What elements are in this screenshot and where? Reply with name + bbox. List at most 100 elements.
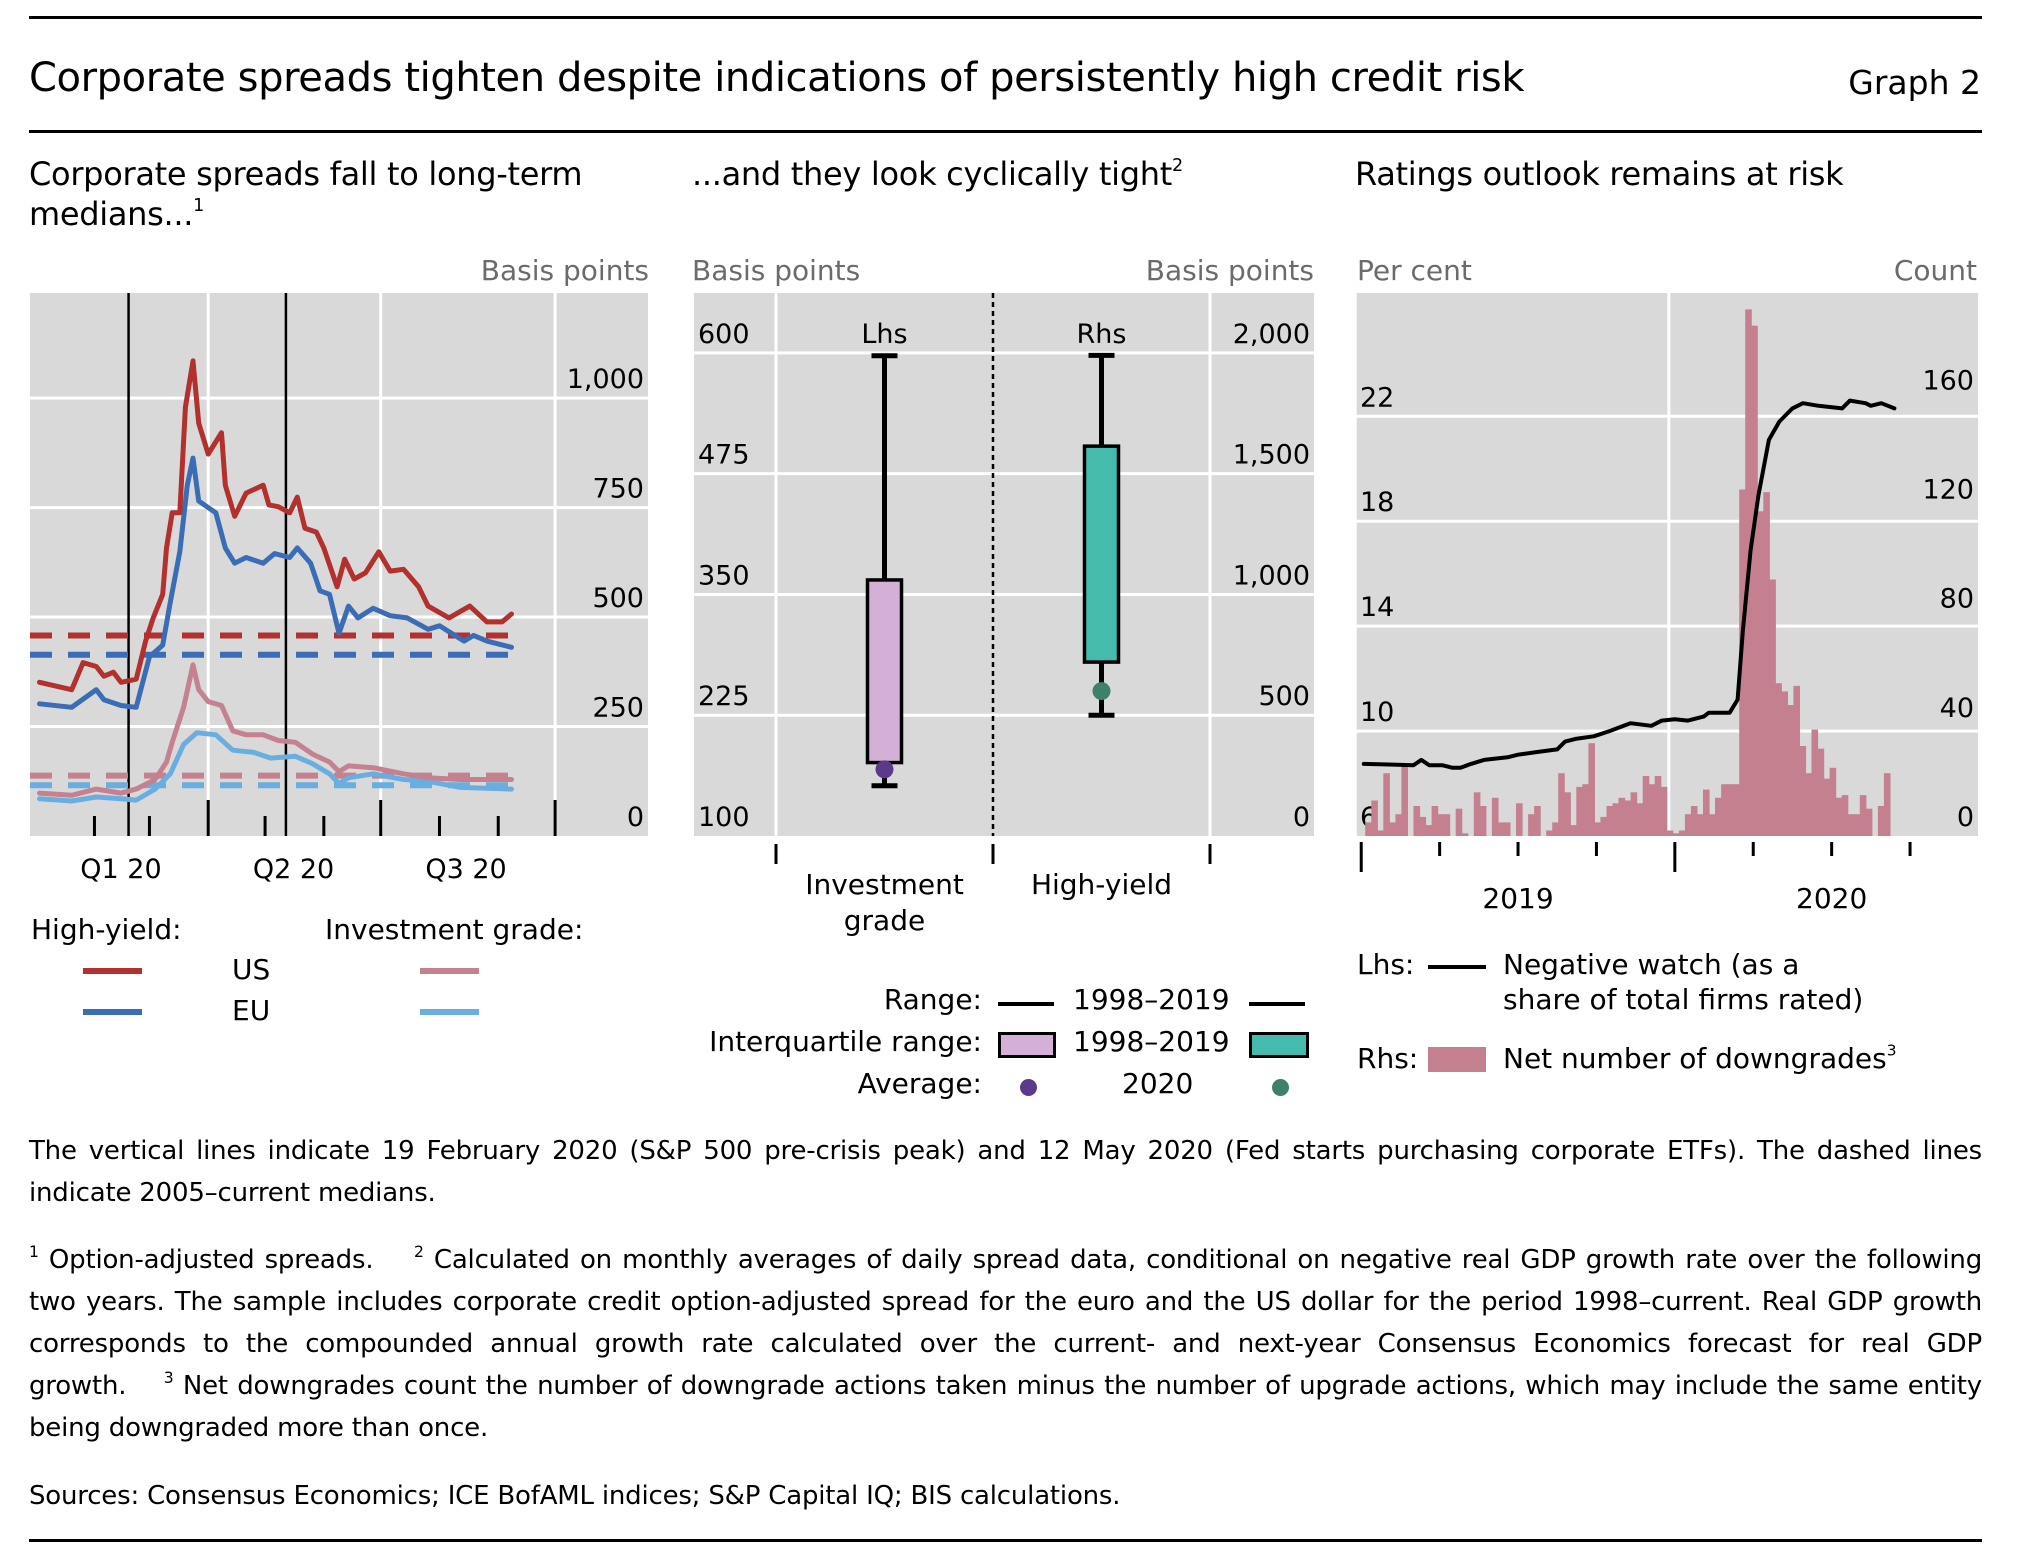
plot-background (30, 293, 648, 836)
downgrade-bar (1425, 825, 1433, 836)
footnote-mark-1: 1 (29, 1243, 39, 1262)
downgrade-bar (1709, 814, 1716, 836)
downgrade-bar (1847, 814, 1855, 836)
downgrade-bar (1787, 705, 1794, 836)
y-tick-label-right: 0 (1293, 802, 1310, 833)
downgrade-bar (1835, 797, 1843, 836)
downgrade-bar (1576, 786, 1583, 836)
legend-lhs-label: Lhs: (1357, 948, 1415, 981)
legend-range-period: 1998–2019 (1073, 983, 1230, 1016)
downgrade-bar (1606, 806, 1614, 836)
downgrade-bar (1582, 784, 1589, 836)
downgrade-bar (1666, 830, 1674, 836)
legend-negative-watch-text-1: Negative watch (as a (1503, 948, 1800, 981)
downgrade-bar (1739, 489, 1746, 836)
downgrade-bar (1612, 803, 1620, 836)
downgrade-bar (1660, 786, 1668, 836)
series-line-high-yield-us (37, 358, 514, 693)
downgrade-bar (1648, 784, 1656, 836)
legend-swatch-hy-eu (83, 1009, 142, 1015)
x-tick-label: Q2 20 (253, 854, 334, 885)
legend-swatch-ig-eu (420, 1009, 479, 1015)
y-tick-label-right: 0 (1957, 802, 1974, 833)
legend-iqr-box-hy (1249, 1032, 1309, 1058)
y-tick-label-right: 500 (1258, 681, 1310, 712)
downgrade-bar (1437, 814, 1445, 836)
downgrade-bar (1371, 800, 1378, 836)
downgrade-bar (1491, 797, 1499, 836)
downgrade-bar (1455, 808, 1463, 836)
downgrade-bar (1811, 729, 1819, 836)
footnote-1-text: Option-adjusted spreads. (48, 1245, 374, 1275)
middle-right-unit-label: Basis points (1145, 254, 1314, 287)
downgrade-bar (1588, 743, 1595, 836)
downgrade-bar (1841, 795, 1849, 836)
notes-footnotes: 1 Option-adjusted spreads. 2 Calculated … (29, 1239, 1982, 1449)
footnote-mark-2: 2 (413, 1243, 424, 1262)
right-right-unit-label: Count (1893, 254, 1977, 287)
downgrade-bar (1636, 803, 1644, 836)
downgrade-bar (1817, 748, 1825, 836)
top-rule (29, 16, 1982, 19)
legend-iqr-label: Interquartile range: (709, 1025, 982, 1058)
downgrade-bar (1859, 795, 1867, 836)
header-rule (29, 130, 1982, 133)
downgrade-bar (1546, 830, 1553, 836)
downgrade-bar (1389, 822, 1396, 836)
footnote-ref-2: 2 (1171, 155, 1183, 176)
x-tick-label: Q3 20 (425, 854, 506, 885)
y-tick-label: 750 (592, 474, 644, 505)
downgrade-bar (1431, 806, 1439, 836)
middle-left-unit-label: Basis points (692, 254, 861, 287)
downgrade-bar (1690, 806, 1698, 836)
legend-iqr-period: 1998–2019 (1073, 1025, 1230, 1058)
middle-chart: 100 225 350 475 600 0 500 1,000 1,500 2,000 Lhs Rhs… (694, 293, 1314, 937)
downgrade-bar (1395, 814, 1402, 836)
downgrade-bar (1799, 746, 1807, 836)
series-line-high-yield-eu (37, 455, 514, 710)
legend-downgrades-text: Net number of downgrades3 (1503, 1042, 1897, 1075)
category-label-investment-grade: Investment (805, 868, 964, 901)
series-line-investment-grade-eu (37, 730, 514, 804)
legend-rhs-label: Rhs: (1357, 1042, 1419, 1075)
x-year-label: 2019 (1482, 882, 1553, 915)
y-tick-label-left: 600 (698, 319, 750, 350)
downgrade-bar (1377, 830, 1384, 836)
downgrade-bar (1763, 492, 1770, 836)
downgrade-bar (1570, 825, 1577, 836)
left-panel-title-text: Corporate spreads fall to long-term medi… (29, 155, 583, 233)
y-tick-label: 0 (627, 802, 644, 833)
notes-sources: Sources: Consensus Economics; ICE BofAML… (29, 1481, 1121, 1511)
legend-downgrades-label: Net number of downgrades (1503, 1042, 1887, 1075)
downgrade-bar (1461, 833, 1469, 836)
y-tick-label: 1,000 (567, 364, 644, 395)
graph-number: Graph 2 (1848, 63, 1981, 102)
downgrade-bar (1733, 784, 1740, 836)
y-tick-label-left: 100 (698, 802, 750, 833)
downgrade-bar (1865, 808, 1873, 836)
y-tick-label-left: 10 (1360, 697, 1394, 728)
legend-average-period: 2020 (1122, 1067, 1194, 1100)
negative-watch-line (1361, 398, 1897, 770)
downgrade-bar (1883, 773, 1891, 836)
downgrade-bar (1775, 683, 1782, 836)
average-2020-dot-high-yield (1092, 682, 1111, 701)
downgrade-bar (1672, 833, 1680, 836)
plot-background (694, 293, 1314, 836)
footnote-ref-3: 3 (1886, 1041, 1897, 1060)
left-chart: 0 250 500 750 1,000 Q1 20 Q2 20 Q3 20 (30, 293, 648, 885)
iqr-box-high-yield (1082, 444, 1121, 664)
y-tick-label-right: 160 (1922, 365, 1974, 396)
downgrade-bar (1853, 814, 1861, 836)
downgrade-bar (1757, 511, 1764, 836)
downgrade-bar (1781, 691, 1788, 836)
downgrade-bar (1503, 822, 1511, 836)
downgrade-bar (1642, 776, 1650, 836)
downgrade-bar (1769, 579, 1776, 836)
downgrade-bar (1528, 814, 1535, 836)
legend-eu-label: EU (232, 994, 271, 1027)
legend-hy-heading: High-yield: (31, 913, 182, 946)
downgrade-bar (1443, 814, 1451, 836)
legend-iqr-box-ig (998, 1032, 1056, 1058)
downgrade-bar (1654, 776, 1662, 836)
